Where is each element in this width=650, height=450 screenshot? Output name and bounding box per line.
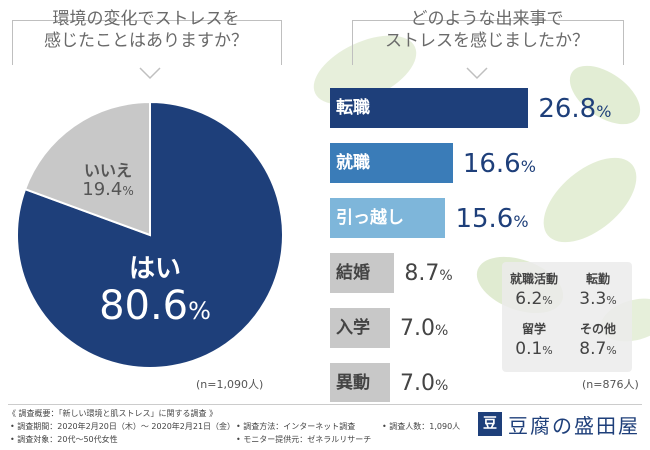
bar-value-label: 7.0% bbox=[400, 308, 448, 348]
bar bbox=[330, 363, 390, 403]
bar-value-label: 8.7% bbox=[404, 253, 452, 293]
bar bbox=[330, 253, 395, 293]
bar-label: 結婚 bbox=[336, 263, 370, 283]
bar-value: 26.8 bbox=[538, 94, 597, 124]
survey-period: • 調査期間：2020年2月20日（木）～ 2020年2月21日（金） bbox=[10, 422, 236, 431]
other-item: 留学 0.1% bbox=[504, 320, 564, 359]
other-item-label: 留学 bbox=[521, 322, 546, 336]
survey-title: 《 調査概要：「新しい環境と肌ストレス」に関する調査 》 bbox=[8, 409, 218, 418]
bar-value: 7.0 bbox=[400, 371, 435, 396]
bar bbox=[330, 308, 390, 348]
right-heading-chevron-icon bbox=[466, 67, 488, 80]
other-item-unit: % bbox=[542, 344, 553, 357]
bar-value-unit: % bbox=[435, 323, 449, 339]
bar-label: 引っ越し bbox=[336, 208, 404, 228]
pie-chart bbox=[0, 85, 300, 385]
other-item-unit: % bbox=[606, 344, 617, 357]
other-item-value: 3.3 bbox=[579, 289, 607, 309]
pie-label-yes-value: 80.6 bbox=[99, 282, 189, 329]
bar-value-unit: % bbox=[435, 378, 449, 394]
brand-name: 豆腐の盛田屋 bbox=[508, 413, 640, 438]
bar-label: 就職 bbox=[336, 153, 370, 173]
footer-divider bbox=[8, 404, 642, 405]
bar-row: 結婚 8.7% bbox=[330, 253, 650, 293]
bar bbox=[330, 143, 453, 183]
bar-row: 就職 16.6% bbox=[330, 143, 650, 183]
left-heading-line-2: 感じたことはありますか？ bbox=[44, 31, 248, 51]
pie-slice bbox=[23, 100, 151, 237]
other-item: 就職活動 6.2% bbox=[504, 270, 564, 309]
right-heading: どのような出来事で ストレスを感じましたか？ bbox=[338, 8, 636, 52]
bar-value-label: 15.6% bbox=[455, 198, 528, 238]
bar-value-unit: % bbox=[439, 268, 453, 284]
bar-row: 入学 7.0% bbox=[330, 308, 650, 348]
brand-mark-icon: 豆 bbox=[478, 412, 502, 436]
pie-label-yes: はい 80.6% bbox=[80, 255, 230, 328]
other-item-label: 就職活動 bbox=[509, 272, 558, 286]
bar-row: 引っ越し 15.6% bbox=[330, 198, 650, 238]
bar-label: 転職 bbox=[336, 98, 370, 118]
other-item-label: 転勤 bbox=[585, 272, 610, 286]
pie-label-no-name: いいえ bbox=[83, 161, 132, 180]
other-items-box: 就職活動 6.2% 転勤 3.3% 留学 0.1% その他 8.7% bbox=[502, 262, 632, 372]
pie-label-no-value: 19.4 bbox=[82, 178, 123, 200]
bar bbox=[330, 88, 529, 128]
pie-sample-note: (n=1,090人) bbox=[196, 378, 264, 391]
other-item-value: 6.2 bbox=[515, 289, 543, 309]
bar bbox=[330, 198, 446, 238]
bar-value-label: 16.6% bbox=[463, 143, 536, 183]
pie-label-no-unit: % bbox=[122, 183, 134, 198]
bar-value-unit: % bbox=[513, 212, 529, 231]
bar-value: 8.7 bbox=[404, 261, 440, 286]
bar-value-unit: % bbox=[596, 102, 612, 121]
other-item: 転勤 3.3% bbox=[568, 270, 628, 309]
bar-row: 転職 26.8% bbox=[330, 88, 650, 128]
brand-logo: 豆 豆腐の盛田屋 bbox=[478, 410, 640, 438]
right-heading-line-2: ストレスを感じましたか？ bbox=[385, 31, 589, 51]
bar-value: 15.6 bbox=[455, 204, 514, 234]
survey-target: • 調査対象：20代～50代女性 bbox=[10, 435, 118, 444]
other-item: その他 8.7% bbox=[568, 320, 628, 359]
other-item-unit: % bbox=[542, 294, 553, 307]
pie-label-yes-unit: % bbox=[188, 296, 211, 325]
bar-value: 7.0 bbox=[400, 316, 435, 341]
left-heading-line-1: 環境の変化でストレスを bbox=[52, 9, 240, 29]
survey-provider: • モニター提供元：ゼネラルリサーチ bbox=[236, 435, 372, 444]
bar-value-unit: % bbox=[520, 157, 536, 176]
bar-label: 入学 bbox=[336, 318, 370, 338]
right-heading-frame bbox=[352, 20, 624, 65]
pie-label-no: いいえ 19.4% bbox=[68, 162, 148, 199]
survey-footer: 《 調査概要：「新しい環境と肌ストレス」に関する調査 》 • 調査期間：2020… bbox=[0, 402, 650, 450]
bar-value-label: 26.8% bbox=[538, 88, 611, 128]
bar-label: 異動 bbox=[336, 373, 370, 393]
other-item-value: 8.7 bbox=[579, 339, 607, 359]
other-item-unit: % bbox=[606, 294, 617, 307]
pie-label-yes-name: はい bbox=[128, 254, 181, 284]
survey-count: • 調査人数：1,090人 bbox=[382, 422, 461, 431]
bar-value-label: 7.0% bbox=[400, 363, 448, 403]
bar-sample-note: (n=876人) bbox=[582, 378, 639, 391]
survey-method: • 調査方法：インターネット調査 bbox=[236, 422, 356, 431]
pie-svg bbox=[16, 100, 284, 369]
left-heading: 環境の変化でストレスを 感じたことはありますか？ bbox=[0, 8, 292, 52]
bar-row: 異動 7.0% bbox=[330, 363, 650, 403]
bar-value: 16.6 bbox=[462, 149, 521, 179]
right-heading-line-1: どのような出来事で bbox=[410, 9, 564, 29]
left-heading-frame bbox=[12, 20, 282, 65]
other-item-value: 0.1 bbox=[515, 339, 543, 359]
other-item-label: その他 bbox=[579, 322, 616, 336]
left-heading-chevron-icon bbox=[139, 67, 161, 80]
